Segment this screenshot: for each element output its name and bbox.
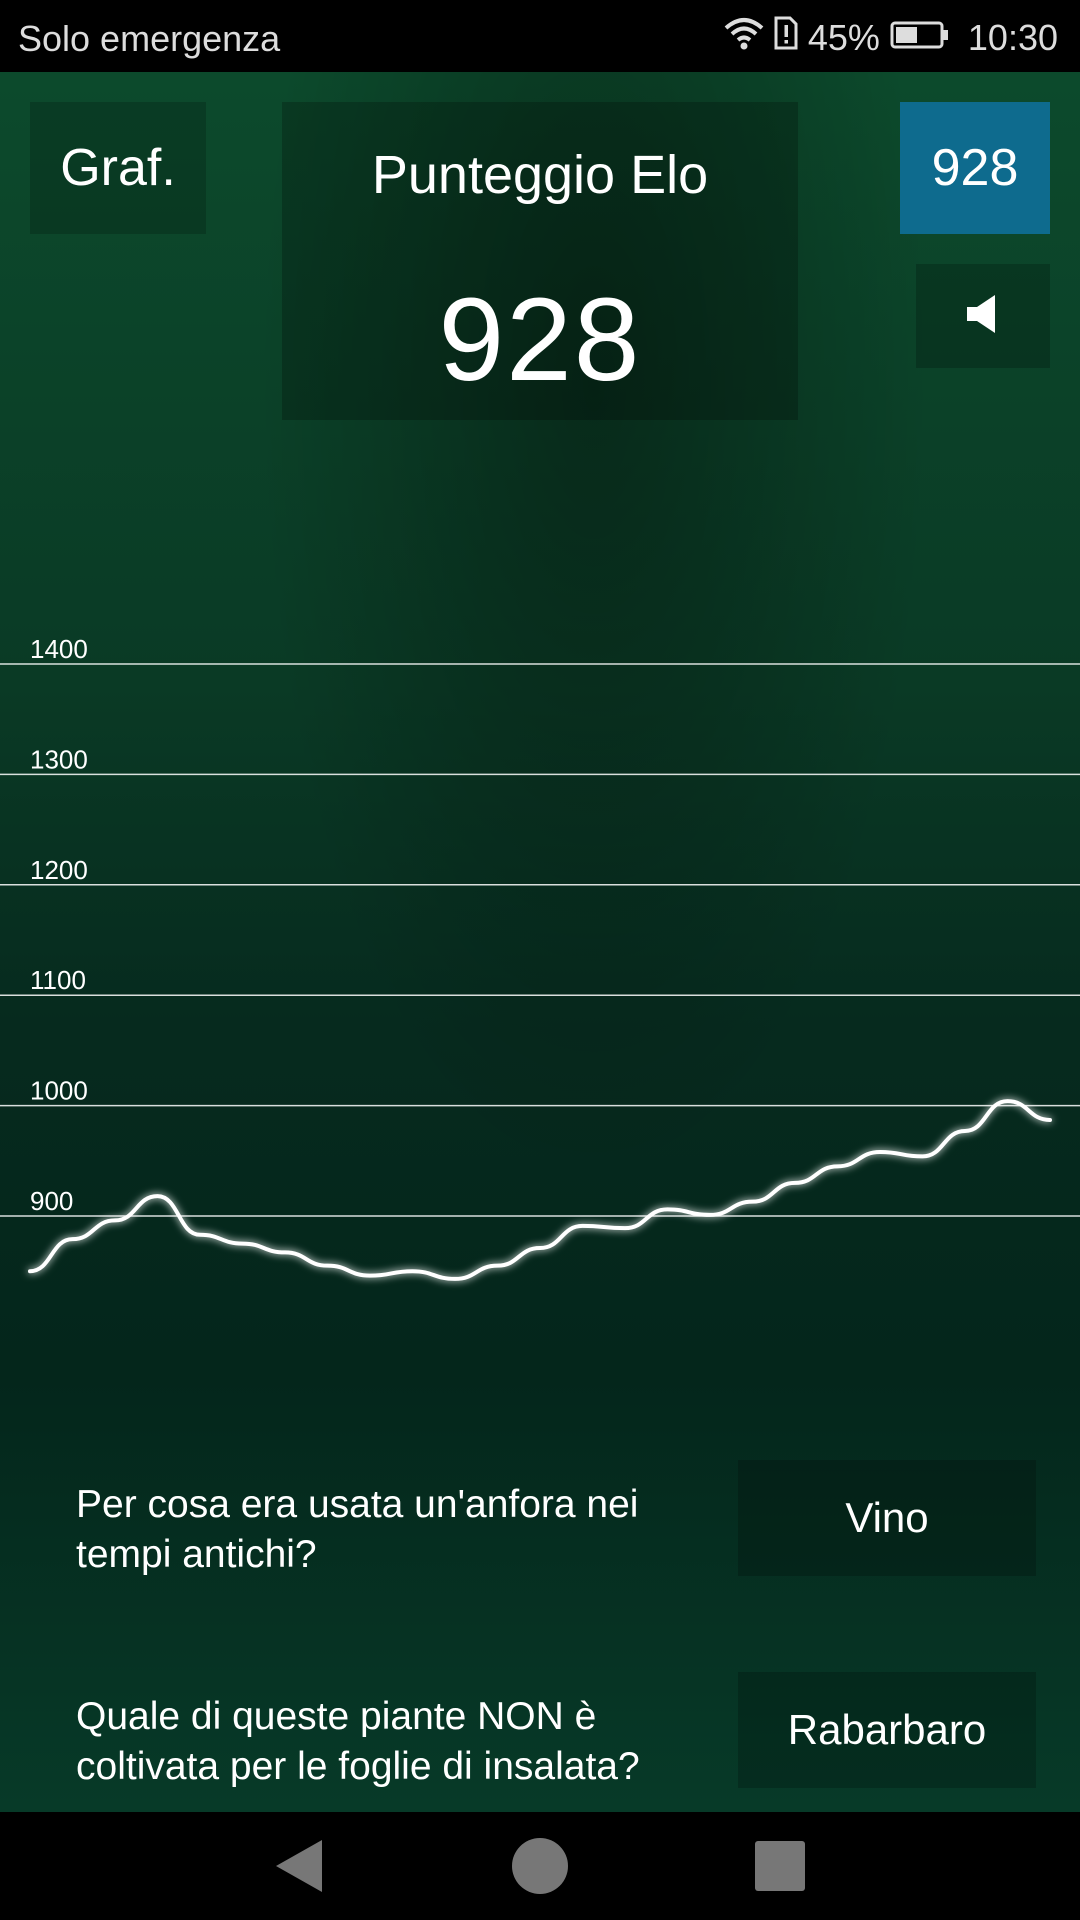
recents-icon[interactable] [750, 1836, 810, 1896]
y-tick-label: 1300 [30, 744, 88, 774]
sound-button[interactable] [916, 264, 1050, 368]
answer-button[interactable]: Rabarbaro [738, 1672, 1036, 1788]
y-tick-label: 1100 [30, 965, 86, 995]
alert-sim-icon [774, 16, 798, 59]
battery-percent: 45% [807, 16, 880, 58]
y-tick-label: 1400 [30, 634, 88, 664]
y-tick-label: 1000 [30, 1076, 88, 1106]
question-text: Per cosa era usata un'anfora nei tempi a… [76, 1483, 639, 1576]
graph-button[interactable]: Graf. [30, 102, 206, 234]
carrier-text: Solo emergenza [18, 18, 281, 59]
y-tick-label: 900 [30, 1186, 73, 1216]
back-icon[interactable] [270, 1836, 330, 1896]
answer-button[interactable]: Vino [738, 1460, 1036, 1576]
elo-card: Punteggio Elo 928 [282, 102, 798, 420]
status-bar: Solo emergenza 45% 10:30 [0, 0, 1080, 72]
home-icon[interactable] [510, 1836, 570, 1896]
elo-title: Punteggio Elo [371, 145, 709, 205]
speaker-icon [963, 292, 1003, 341]
question-text: Quale di queste piante NON è coltivata p… [76, 1695, 640, 1788]
score-badge[interactable]: 928 [900, 102, 1050, 234]
battery-icon [890, 17, 950, 59]
clock: 10:30 [967, 16, 1058, 58]
navigation-bar [0, 1812, 1080, 1920]
wifi-icon [724, 16, 764, 59]
y-tick-label: 1200 [30, 855, 88, 885]
elo-chart: 1400 1300 1200 1100 1000 900 [0, 634, 1080, 1281]
elo-series-line [28, 1099, 1052, 1281]
app-content: Graf. Punteggio Elo 928 928 1400 1300 1200… [0, 72, 1080, 1812]
elo-value: 928 [438, 274, 642, 406]
status-icons: 45% 10:30 [724, 16, 1058, 59]
